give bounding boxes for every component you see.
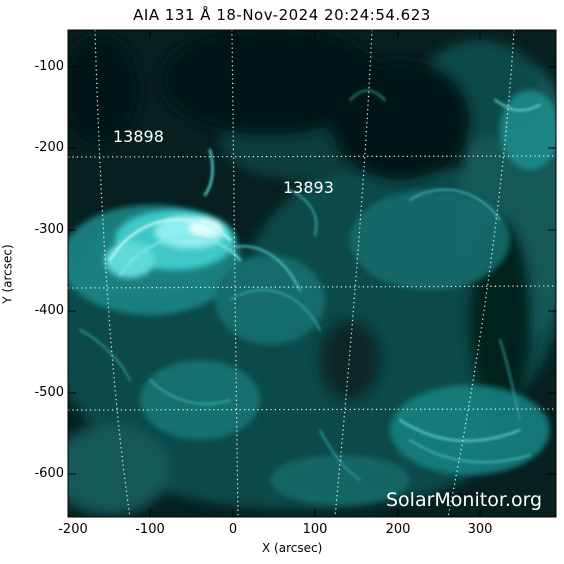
y-tick-label: -100: [34, 59, 64, 74]
y-tick-label: -300: [34, 222, 64, 237]
x-tick-label: 300: [467, 522, 493, 537]
solarmonitor-watermark: SolarMonitor.org: [386, 489, 543, 511]
image-title: AIA 131 Å 18-Nov-2024 20:24:54.623: [133, 6, 431, 24]
y-tick-label: -600: [34, 466, 64, 481]
x-tick-label: 0: [228, 522, 238, 537]
x-axis-title: X (arcsec): [262, 541, 323, 555]
y-tick-label: -400: [34, 303, 64, 318]
x-tick-label: -100: [135, 522, 165, 537]
y-tick-label: -200: [34, 140, 64, 155]
active-region-label: 13893: [283, 178, 334, 197]
plot-frame: [67, 29, 557, 518]
y-axis-title: Y (arcsec): [0, 244, 15, 304]
y-tick-label: -500: [34, 385, 64, 400]
x-tick-label: 100: [302, 522, 328, 537]
active-region-label: 13898: [113, 127, 164, 146]
x-tick-label: -200: [58, 522, 88, 537]
x-tick-label: 200: [385, 522, 411, 537]
